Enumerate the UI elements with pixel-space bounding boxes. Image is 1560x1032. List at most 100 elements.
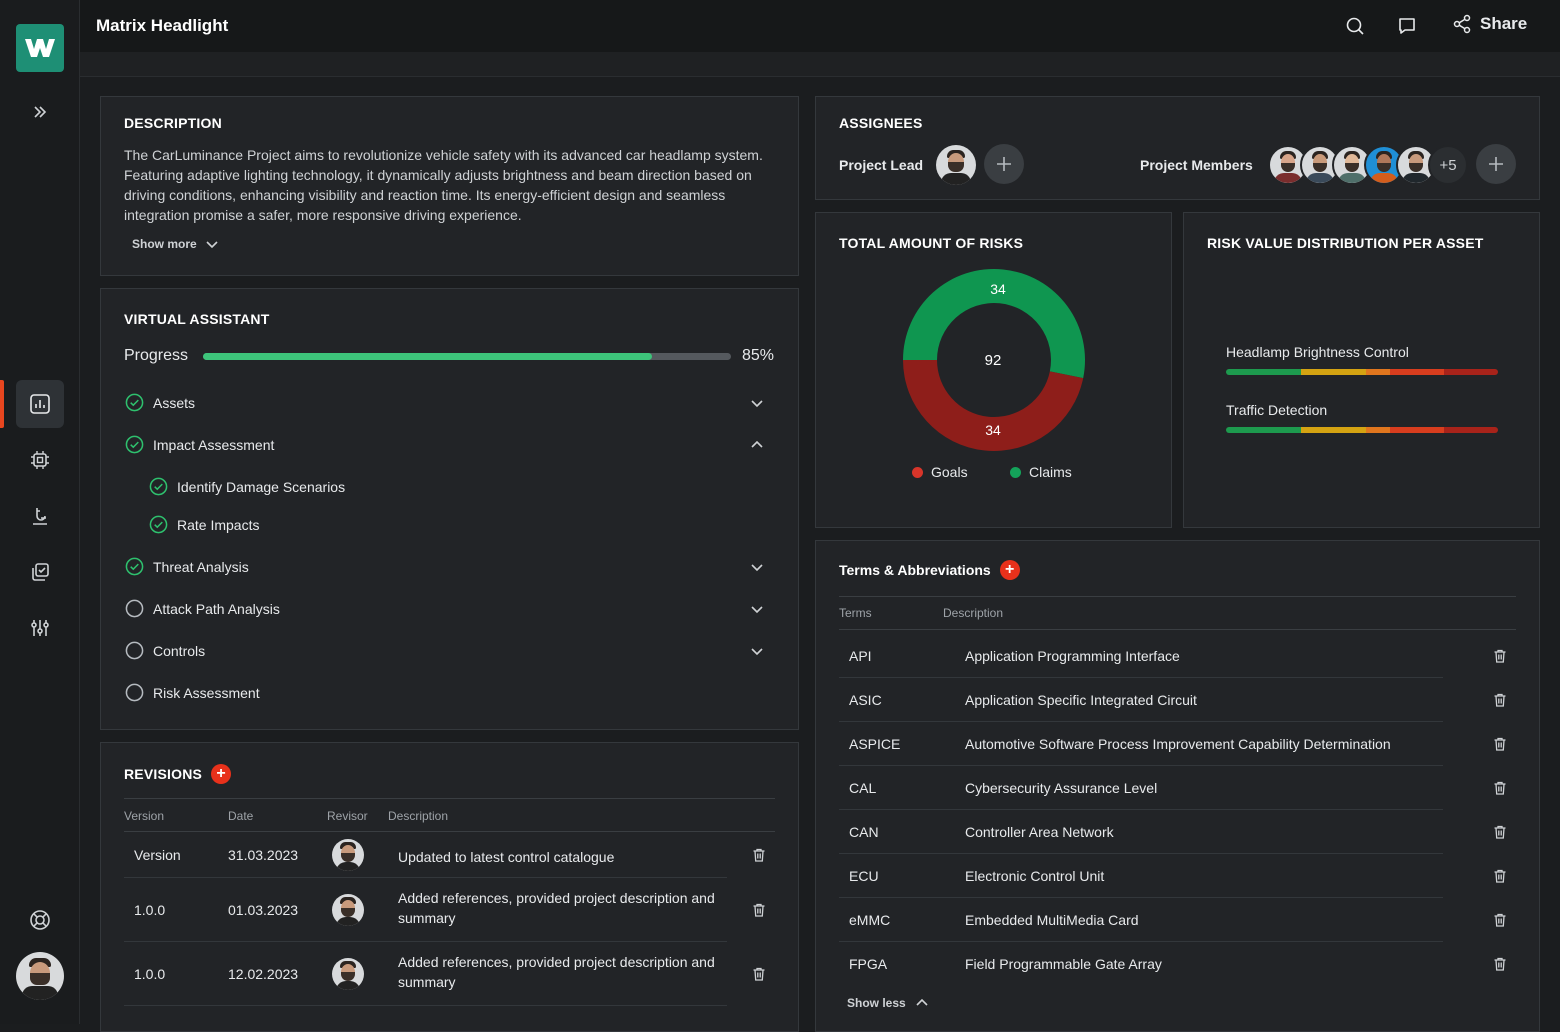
- empty-circle-icon: [125, 599, 144, 618]
- terms-panel: Terms & Abbreviations + Terms Descriptio…: [815, 540, 1540, 1032]
- delete-term-button[interactable]: [1492, 824, 1508, 845]
- delete-term-button[interactable]: [1492, 868, 1508, 889]
- revision-description: Updated to latest control catalogue: [398, 849, 615, 865]
- divider: [124, 831, 775, 832]
- nav-help[interactable]: [16, 896, 64, 944]
- delete-term-button[interactable]: [1492, 736, 1508, 757]
- claims-dot: [1010, 466, 1021, 478]
- delete-revision-button[interactable]: [751, 966, 767, 987]
- add-term-button[interactable]: +: [999, 560, 1020, 580]
- legend-claims: Claims: [1010, 464, 1072, 480]
- step-item[interactable]: Attack Path Analysis: [125, 599, 280, 618]
- total-risks-value: 92: [985, 352, 1002, 369]
- chevron-down-icon: [206, 241, 218, 249]
- chevron-down-icon[interactable]: [749, 643, 765, 659]
- delete-revision-button[interactable]: [751, 847, 767, 868]
- step-item[interactable]: Rate Impacts: [149, 515, 259, 534]
- chevron-up-icon: [916, 998, 928, 1006]
- show-less-label: Show less: [847, 996, 906, 1010]
- comment-icon[interactable]: [1395, 14, 1419, 38]
- step-item[interactable]: Impact Assessment: [125, 435, 274, 454]
- assignees-heading: ASSIGNEES: [839, 115, 923, 131]
- chevron-down-icon[interactable]: [749, 395, 765, 411]
- chevron-down-icon[interactable]: [749, 559, 765, 575]
- nav-components[interactable]: [16, 436, 64, 484]
- dashboard-icon: [30, 394, 50, 414]
- delete-term-button[interactable]: [1492, 956, 1508, 977]
- project-lead-label: Project Lead: [839, 157, 924, 173]
- row-divider: [124, 1005, 727, 1006]
- delete-term-button[interactable]: [1492, 780, 1508, 801]
- sliders-icon: [31, 620, 49, 636]
- trash-icon: [1494, 781, 1506, 795]
- description-heading: DESCRIPTION: [124, 115, 222, 131]
- risk-distribution-panel: RISK VALUE DISTRIBUTION PER ASSET Headla…: [1183, 212, 1540, 528]
- plus-icon: [1489, 157, 1503, 171]
- asset-distribution-bar: [1226, 369, 1498, 375]
- step-label: Controls: [153, 642, 206, 659]
- step-item[interactable]: Threat Analysis: [125, 557, 249, 576]
- nav-active-indicator: [0, 380, 4, 428]
- step-item[interactable]: Risk Assessment: [125, 683, 260, 702]
- asset-label: Traffic Detection: [1226, 402, 1328, 418]
- nav-tests[interactable]: [16, 492, 64, 540]
- col-terms: Terms: [839, 606, 872, 620]
- assistant-heading: VIRTUAL ASSISTANT: [124, 311, 270, 327]
- trash-icon: [1494, 649, 1506, 663]
- show-more-button[interactable]: Show more: [132, 237, 219, 251]
- member-avatar[interactable]: [1300, 145, 1340, 185]
- expand-sidebar-icon[interactable]: [28, 100, 52, 124]
- empty-circle-icon: [125, 641, 144, 660]
- step-label: Risk Assessment: [153, 684, 260, 701]
- revisor-avatar[interactable]: [332, 894, 364, 926]
- term-description: Cybersecurity Assurance Level: [965, 780, 1158, 796]
- term-description: Application Specific Integrated Circuit: [965, 692, 1197, 708]
- term-row: ECU Electronic Control Unit: [839, 854, 1516, 898]
- chevron-down-icon[interactable]: [749, 601, 765, 617]
- delete-term-button[interactable]: [1492, 692, 1508, 713]
- chevron-up-icon[interactable]: [749, 437, 765, 453]
- terms-header: Terms & Abbreviations +: [839, 560, 1020, 580]
- trash-icon: [1494, 737, 1506, 751]
- add-member-button[interactable]: [1476, 144, 1516, 184]
- revisor-avatar[interactable]: [332, 958, 364, 990]
- step-label: Attack Path Analysis: [153, 600, 280, 617]
- term-row: CAN Controller Area Network: [839, 810, 1516, 854]
- trash-icon: [753, 903, 765, 917]
- member-avatar[interactable]: [1396, 145, 1436, 185]
- col-term-description: Description: [943, 606, 1004, 620]
- chip-icon: [31, 451, 49, 469]
- divider: [839, 629, 1516, 630]
- search-icon[interactable]: [1343, 14, 1367, 38]
- app-logo[interactable]: [16, 24, 64, 72]
- term-description: Electronic Control Unit: [965, 868, 1105, 884]
- step-label: Threat Analysis: [153, 558, 249, 575]
- step-item[interactable]: Controls: [125, 641, 205, 660]
- nav-dashboard[interactable]: [16, 380, 64, 428]
- step-item[interactable]: Identify Damage Scenarios: [149, 477, 345, 496]
- empty-circle-icon: [125, 683, 144, 702]
- row-divider: [839, 765, 1443, 766]
- donut-slice-goals[interactable]: [903, 360, 1084, 452]
- revisor-avatar[interactable]: [332, 839, 364, 871]
- term-abbr: ASPICE: [849, 736, 901, 752]
- term-row: ASIC Application Specific Integrated Circ…: [839, 678, 1516, 722]
- more-members-count[interactable]: +5: [1428, 145, 1468, 185]
- delete-revision-button[interactable]: [751, 902, 767, 923]
- delete-term-button[interactable]: [1492, 912, 1508, 933]
- show-less-button[interactable]: Show less: [847, 996, 929, 1010]
- delete-term-button[interactable]: [1492, 648, 1508, 669]
- add-revision-button[interactable]: +: [211, 764, 232, 784]
- step-item[interactable]: Assets: [125, 393, 195, 412]
- donut-slice-claims[interactable]: [903, 269, 1085, 379]
- add-lead-button[interactable]: [984, 144, 1024, 184]
- asset-distribution-bar: [1226, 427, 1498, 433]
- project-lead-avatar[interactable]: [936, 145, 976, 185]
- user-avatar[interactable]: [16, 952, 64, 1000]
- share-button[interactable]: Share: [1452, 14, 1527, 34]
- check-circle-icon: [149, 477, 168, 496]
- revision-date: 31.03.2023: [228, 847, 299, 863]
- nav-tasks[interactable]: [16, 548, 64, 596]
- legend-goals-label: Goals: [931, 464, 968, 480]
- nav-settings[interactable]: [16, 604, 64, 652]
